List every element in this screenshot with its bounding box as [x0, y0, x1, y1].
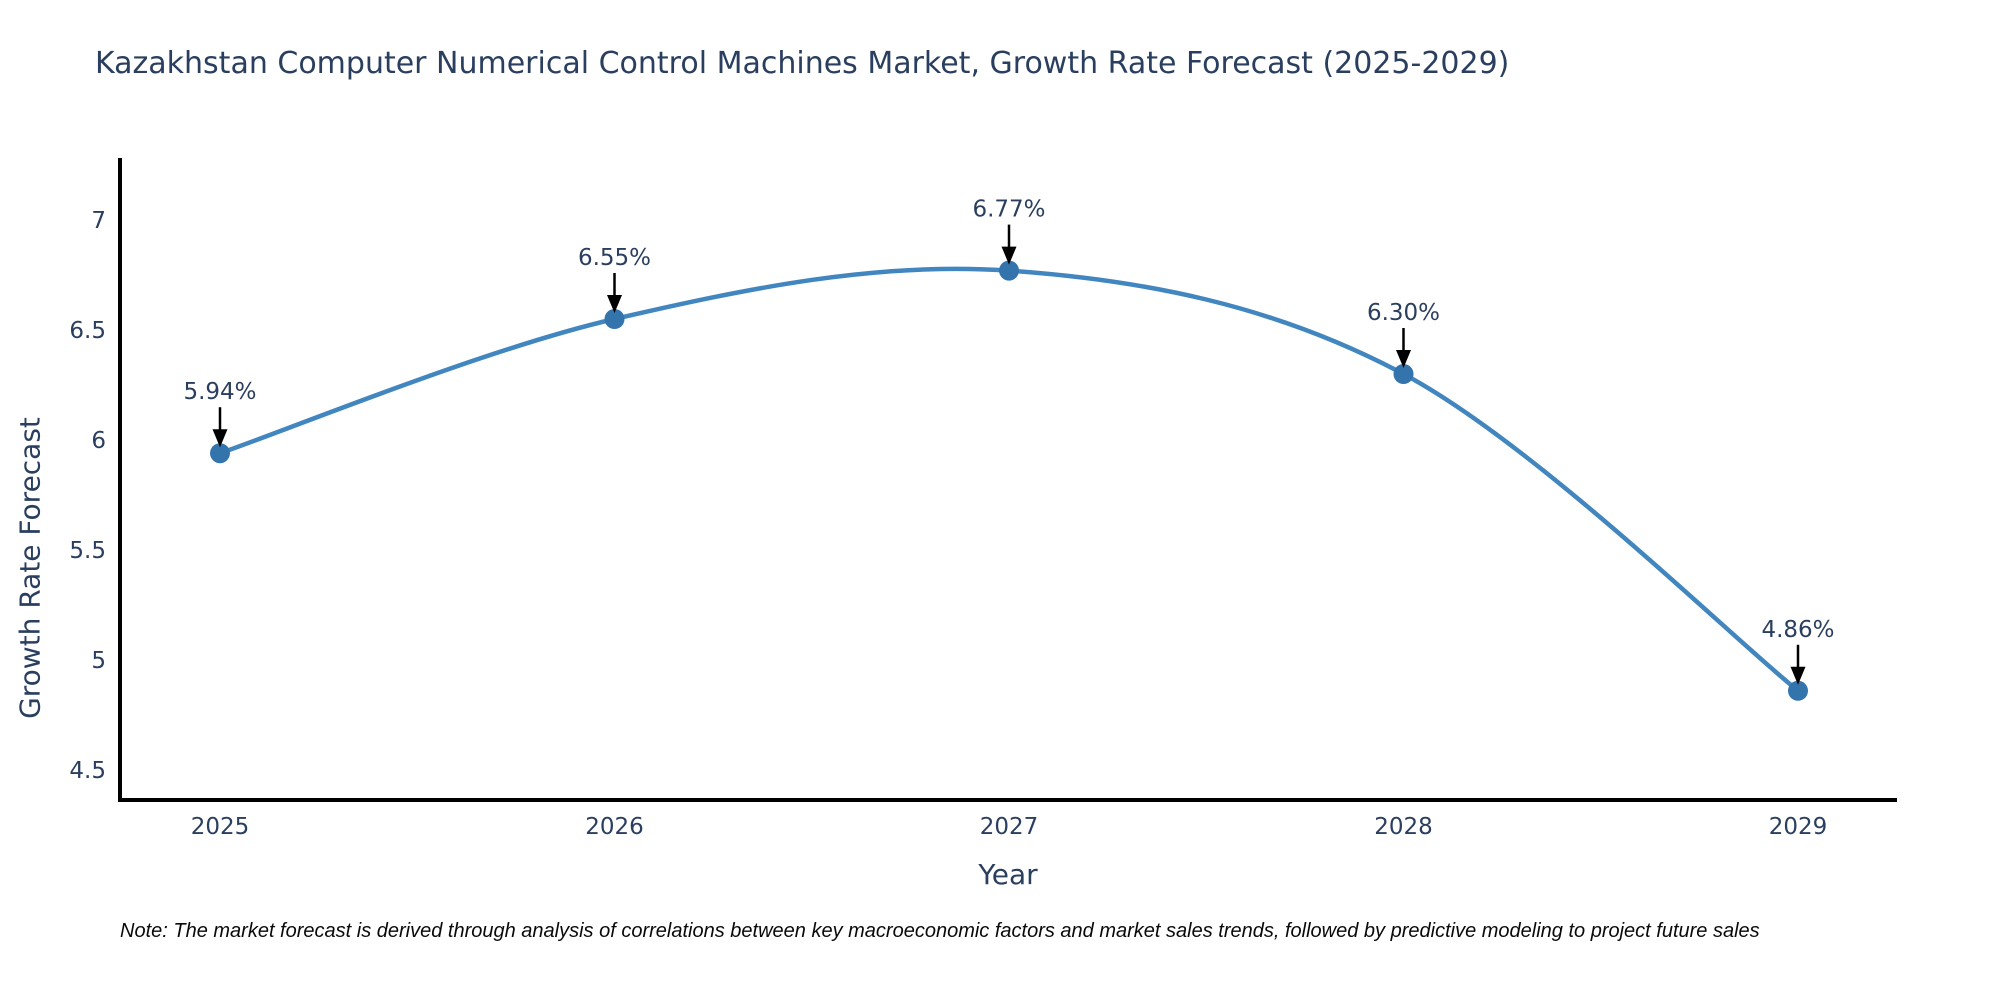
point-label: 4.86%: [1761, 617, 1834, 643]
data-point-2026: [604, 309, 625, 329]
point-label: 6.30%: [1367, 300, 1440, 326]
point-label: 6.77%: [972, 197, 1045, 223]
y-tick-label: 4.5: [69, 758, 106, 784]
annotation-arrowhead: [1396, 350, 1411, 368]
x-tick-label: 2028: [1374, 814, 1433, 840]
data-point-2027: [999, 260, 1019, 281]
y-tick-label: 6.5: [69, 318, 106, 344]
y-tick-label: 5.5: [69, 538, 106, 564]
annotation-arrowhead: [212, 429, 228, 448]
y-tick-label: 6: [91, 428, 106, 454]
forecast-line: [217, 266, 1801, 694]
chart-title: Kazakhstan Computer Numerical Control Ma…: [95, 46, 1510, 81]
x-tick-label: 2029: [1769, 814, 1828, 840]
x-tick-label: 2026: [585, 814, 644, 840]
y-tick-label: 7: [91, 208, 106, 234]
y-tick-label: 5: [91, 648, 106, 674]
point-label: 6.55%: [578, 245, 651, 271]
x-axis-title: Year: [978, 858, 1038, 891]
data-point-2025: [210, 443, 230, 464]
annotation-arrowhead: [607, 295, 622, 313]
annotation-arrowhead: [1790, 666, 1806, 685]
x-tick-label: 2027: [980, 814, 1039, 840]
x-tick-label: 2025: [191, 814, 250, 840]
footnote: Note: The market forecast is derived thr…: [120, 920, 1760, 942]
annotation-arrowhead: [1001, 246, 1017, 265]
point-label: 5.94%: [183, 379, 256, 405]
data-point-2029: [1788, 680, 1808, 701]
data-point-2028: [1393, 364, 1414, 384]
